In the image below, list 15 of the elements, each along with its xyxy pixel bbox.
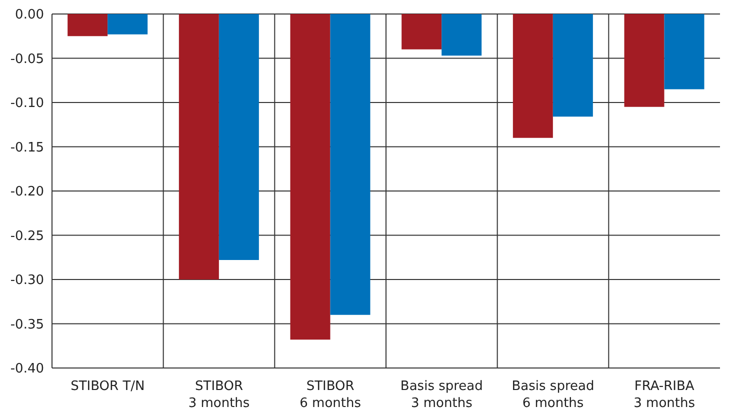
x-tick-label: STIBOR T/N xyxy=(70,379,145,394)
x-tick-label: STIBOR 6 months xyxy=(300,379,362,411)
y-tick-label: -0.40 xyxy=(10,362,44,377)
y-tick-label: -0.10 xyxy=(10,96,44,112)
x-tick-label: STIBOR 3 months xyxy=(188,379,250,411)
x-tick-label: Basis spread 3 months xyxy=(400,379,483,411)
y-tick-label: -0.35 xyxy=(10,317,44,332)
y-tick-label: -0.25 xyxy=(10,228,44,244)
x-tick-label: Basis spread 6 months xyxy=(512,379,594,411)
y-tick-label: -0.05 xyxy=(10,52,44,67)
x-tick-label: FRA-RIBA 3 months xyxy=(634,379,696,411)
y-tick-label: -0.30 xyxy=(10,273,44,288)
y-tick-label: -0.20 xyxy=(10,184,44,200)
y-tick-label: 0.00 xyxy=(15,8,44,23)
y-tick-label: -0.15 xyxy=(10,140,44,156)
